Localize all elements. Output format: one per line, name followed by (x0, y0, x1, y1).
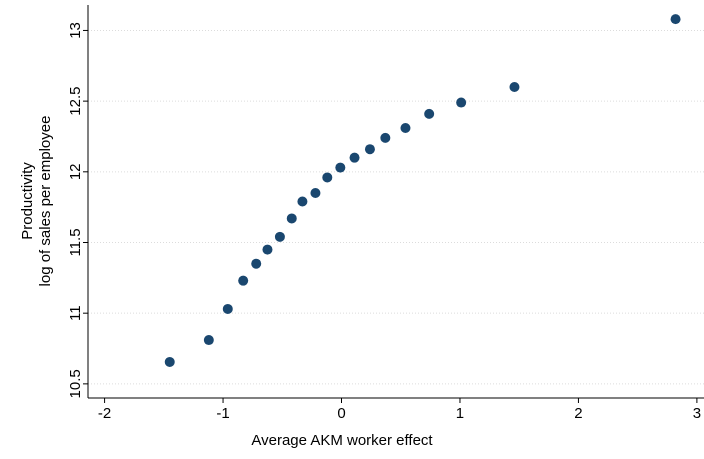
x-tick-label: 1 (456, 405, 464, 422)
point (286, 213, 297, 224)
point (364, 144, 375, 155)
point (310, 188, 321, 199)
y-tick-label: 12 (67, 163, 84, 180)
y-axis-title: log of sales per employee (37, 116, 54, 287)
point (203, 335, 214, 346)
point (349, 152, 360, 163)
y-tick-label: 11.5 (67, 228, 84, 256)
point (400, 122, 411, 133)
x-tick-label: 2 (574, 405, 582, 422)
point (222, 303, 233, 314)
x-tick-label: 0 (337, 405, 345, 422)
y-tick-label: 12.5 (67, 87, 84, 116)
y-tick-label: 10.5 (67, 369, 84, 398)
x-tick-label: -2 (98, 405, 111, 422)
point (251, 258, 262, 269)
point (164, 356, 175, 367)
x-tick-label: -1 (216, 405, 229, 422)
y-axis-title: Productivity (19, 162, 36, 240)
point (322, 172, 333, 183)
x-axis-title: Average AKM worker effect (251, 432, 433, 449)
point (297, 196, 308, 207)
y-tick-label: 11 (67, 305, 84, 321)
point (262, 244, 273, 255)
point (509, 81, 520, 92)
y-tick-label: 13 (67, 22, 84, 39)
point (456, 97, 467, 108)
point (424, 108, 435, 119)
point (238, 275, 249, 286)
point (274, 231, 285, 242)
point (380, 132, 391, 143)
point (670, 14, 681, 25)
point (335, 162, 346, 173)
x-tick-label: 3 (693, 405, 701, 422)
